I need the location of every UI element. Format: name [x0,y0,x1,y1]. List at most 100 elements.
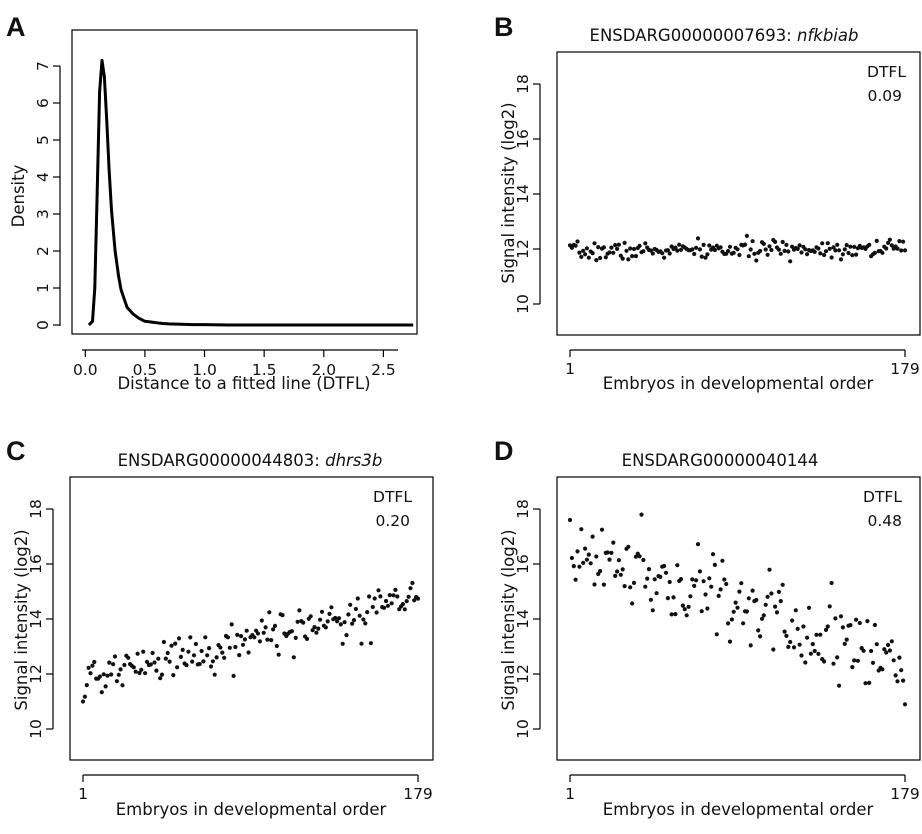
scatter-point [601,245,607,250]
plot-frame [71,29,418,335]
y-tick-label: 3 [34,209,52,219]
scatter-point [611,540,616,545]
scatter-point [312,625,317,630]
x-axis-label: Embryos in developmental order [116,800,387,819]
scatter-point [790,618,795,623]
scatter-point [239,634,244,639]
scatter-point [902,248,908,253]
scatter-point [289,629,294,634]
scatter-point [615,569,620,574]
scatter-point [867,242,872,247]
scatter-point [220,650,225,655]
scatter-point [678,577,684,582]
scatter-point [344,633,349,638]
scatter-point [583,252,588,257]
y-tick-label: 14 [514,184,532,204]
scatter-point [159,672,165,677]
scatter-point [901,239,906,244]
scatter-point [838,614,844,619]
scatter-point [271,627,276,632]
scatter-point [773,604,778,609]
scatter-point [310,628,315,633]
scatter-point [709,584,714,589]
scatter-points [567,233,908,264]
scatter-point [820,241,825,246]
scatter-point [654,591,659,596]
scatter-point [823,627,829,633]
scatter-point [857,620,862,626]
x-axis-label: Distance to a fitted line (DTFL) [117,374,370,393]
scatter-point [769,247,774,253]
x-tick-label: 1 [565,360,575,378]
scatter-point [368,641,373,646]
scatter-point [705,606,710,611]
scatter-point [616,242,622,247]
scatter-point [899,248,904,253]
scatter-point [175,665,180,670]
scatter-point [620,567,625,572]
scatter-point [650,251,655,256]
scatter-point [342,620,347,625]
scatter-point [799,653,804,658]
scatter-point [803,660,808,665]
scatter-point [812,249,817,254]
x-tick-label: 0.5 [133,361,158,379]
scatter-point [237,653,242,658]
scatter-point [733,600,738,605]
scatter-point [808,651,814,656]
scatter-point [771,647,776,652]
scatter-point [118,667,123,672]
scatter-point [786,249,791,254]
scatter-point [410,580,415,586]
scatter-point [712,562,718,568]
scatter-point [109,672,114,677]
scatter-point [778,599,783,604]
scatter-point [658,574,663,580]
scatter-point [891,658,896,663]
scatter-points [80,580,421,704]
scatter-point [622,584,627,589]
scatter-point [669,612,674,617]
y-tick-label: 12 [514,239,532,259]
scatter-point [387,593,392,598]
scatter-point [599,527,605,532]
scatter-point [611,250,616,255]
scatter-point [148,662,153,667]
scatter-point [850,665,855,670]
scatter-point [667,251,672,256]
scatter-point [242,637,247,642]
y-tick-label: 10 [514,719,532,739]
scatter-point [678,247,684,252]
scatter-point [803,247,808,252]
scatter-point [829,580,834,586]
panel-letter: D [494,436,514,466]
scatter-point [814,632,819,637]
scatter-point [718,245,723,250]
gene-id: ENSDARG00000040144 [622,451,819,470]
scatter-point [272,623,278,629]
scatter-point [144,659,150,664]
scatter-point [846,250,851,256]
scatter-point [823,249,829,254]
scatter-point [385,603,390,608]
scatter-point [746,254,751,259]
scatter-point [592,241,597,246]
scatter-point [718,587,723,592]
scatter-point [137,670,142,676]
scatter-point [780,582,785,587]
scatter-point [348,602,353,607]
scatter-point [335,619,340,624]
scatter-point [346,612,351,617]
scatter-point [229,622,234,627]
scatter-point [648,248,654,253]
scatter-point [359,641,364,646]
x-ticks: 1 179 [565,775,920,803]
scatter-point [722,577,727,582]
scatter-point [626,544,631,549]
scatter-point [633,254,639,259]
scatter-point [201,659,206,664]
scatter-point [327,611,332,617]
scatter-point [156,656,161,661]
scatter-point [889,639,894,644]
scatter-point [80,699,86,704]
